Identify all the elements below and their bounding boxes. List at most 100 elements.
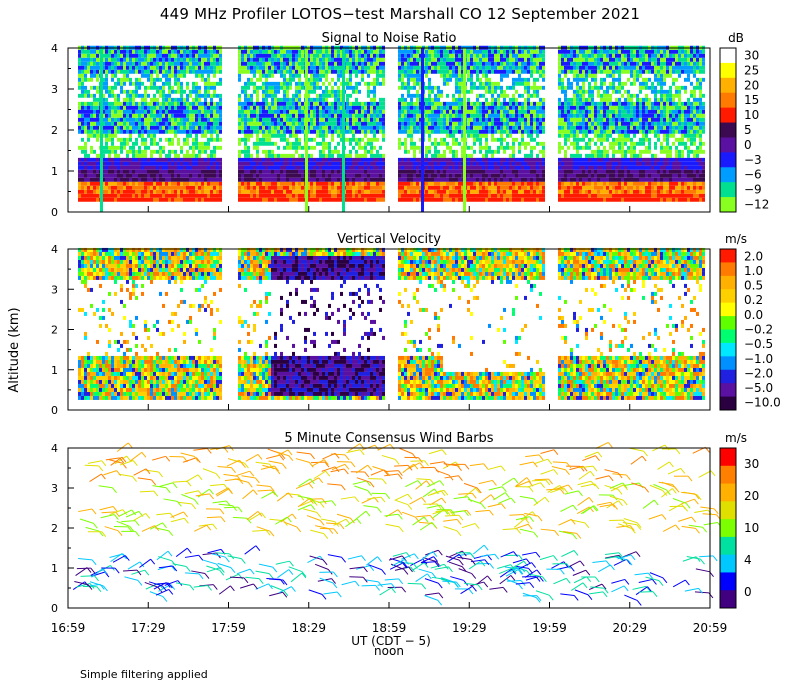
snr-cell: [186, 173, 189, 178]
snr-cell: [382, 141, 385, 146]
snr-cell: [174, 137, 177, 142]
snr-cell: [241, 161, 244, 166]
snr-cell: [168, 173, 171, 178]
snr-cell: [265, 125, 268, 130]
snr-cell: [322, 181, 325, 186]
snr-cell: [247, 157, 250, 162]
snr-cell: [328, 97, 331, 102]
snr-cell: [358, 101, 361, 106]
snr-cell: [470, 101, 473, 106]
snr-cell: [129, 85, 132, 90]
snr-cell: [446, 133, 449, 138]
snr-cell: [244, 181, 247, 186]
snr-cell: [358, 173, 361, 178]
snr-cell: [310, 73, 313, 78]
snr-cell: [96, 117, 99, 122]
snr-cell: [416, 157, 419, 162]
snr-cell: [207, 149, 210, 154]
snr-cell: [168, 85, 171, 90]
snr-cell: [349, 65, 352, 70]
snr-cell: [485, 57, 488, 62]
snr-cell: [253, 137, 256, 142]
snr-cell: [295, 109, 298, 114]
snr-cell: [313, 125, 316, 130]
snr-cell: [144, 97, 147, 102]
snr-cell: [458, 93, 461, 98]
snr-cell: [488, 193, 491, 198]
snr-cell: [367, 77, 370, 82]
snr-cell: [410, 189, 413, 194]
snr-cell: [277, 149, 280, 154]
snr-cell: [241, 57, 244, 62]
snr-cell: [189, 105, 192, 110]
snr-cell: [198, 185, 201, 190]
snr-cell: [207, 49, 210, 54]
snr-cell: [364, 153, 367, 158]
snr-cell: [467, 197, 470, 202]
snr-cell: [81, 141, 84, 146]
snr-cell: [108, 197, 111, 202]
snr-cell: [364, 49, 367, 54]
snr-cell: [401, 161, 404, 166]
snr-cell: [461, 113, 464, 118]
snr-cell: [361, 81, 364, 86]
snr-cell: [114, 185, 117, 190]
snr-cell: [407, 181, 410, 186]
snr-cell: [319, 153, 322, 158]
snr-cell: [443, 89, 446, 94]
snr-cell: [159, 89, 162, 94]
snr-cell: [78, 177, 81, 182]
snr-cell: [289, 165, 292, 170]
snr-cell: [90, 169, 93, 174]
snr-cell: [165, 113, 168, 118]
snr-cell: [180, 49, 183, 54]
snr-cell: [298, 57, 301, 62]
snr-cell: [443, 49, 446, 54]
snr-cell: [126, 169, 129, 174]
snr-cell: [322, 161, 325, 166]
snr-cell: [138, 161, 141, 166]
snr-cell: [488, 141, 491, 146]
snr-cell: [379, 125, 382, 130]
snr-cell: [81, 113, 84, 118]
snr-cell: [177, 73, 180, 78]
snr-cell: [413, 149, 416, 154]
snr-cell: [102, 177, 105, 182]
snr-cell: [117, 141, 120, 146]
snr-cell: [280, 165, 283, 170]
snr-cell: [256, 53, 259, 58]
snr-cell: [419, 133, 422, 138]
snr-cell: [241, 185, 244, 190]
snr-cell: [443, 161, 446, 166]
snr-cell: [265, 113, 268, 118]
snr-cell: [108, 85, 111, 90]
snr-cell: [114, 117, 117, 122]
snr-cell: [253, 169, 256, 174]
snr-cell: [407, 177, 410, 182]
snr-cell: [419, 197, 422, 202]
snr-cell: [470, 149, 473, 154]
snr-cell: [198, 105, 201, 110]
snr-cell: [268, 97, 271, 102]
snr-cell: [147, 157, 150, 162]
snr-cell: [452, 109, 455, 114]
snr-cell: [379, 149, 382, 154]
snr-cell: [247, 125, 250, 130]
snr-cell: [413, 181, 416, 186]
snr-cell: [404, 157, 407, 162]
snr-cell: [81, 61, 84, 66]
snr-cell: [346, 117, 349, 122]
snr-cell: [123, 81, 126, 86]
snr-cell: [361, 57, 364, 62]
snr-cell: [346, 61, 349, 66]
snr-cell: [213, 141, 216, 146]
snr-cell: [135, 105, 138, 110]
snr-cell: [253, 53, 256, 58]
snr-cell: [90, 157, 93, 162]
snr-cell: [455, 93, 458, 98]
snr-cell: [177, 53, 180, 58]
snr-cell: [289, 113, 292, 118]
snr-cell: [467, 153, 470, 158]
snr-cell: [446, 161, 449, 166]
snr-cell: [292, 181, 295, 186]
